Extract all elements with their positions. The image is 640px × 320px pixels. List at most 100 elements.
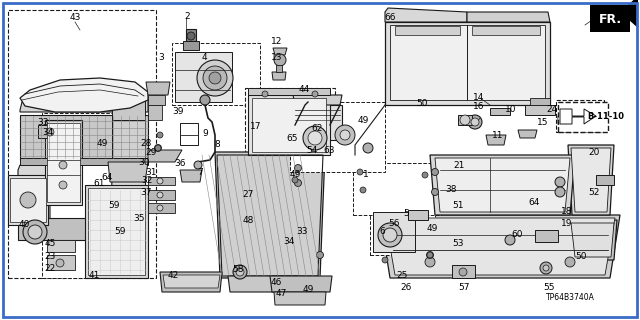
Circle shape [382, 257, 388, 263]
FancyBboxPatch shape [556, 100, 604, 132]
FancyBboxPatch shape [8, 10, 156, 278]
Circle shape [340, 130, 350, 140]
Text: 6: 6 [380, 227, 385, 236]
Polygon shape [385, 22, 550, 105]
Text: 49: 49 [303, 285, 314, 294]
Polygon shape [385, 218, 615, 275]
Text: 37: 37 [140, 188, 152, 197]
Circle shape [292, 177, 298, 183]
Polygon shape [45, 120, 82, 205]
Circle shape [194, 161, 202, 169]
Text: 23: 23 [44, 252, 56, 261]
Text: 27: 27 [243, 190, 254, 199]
Circle shape [233, 265, 247, 279]
Circle shape [59, 181, 67, 189]
Text: 17: 17 [250, 122, 262, 131]
FancyBboxPatch shape [290, 102, 385, 172]
FancyBboxPatch shape [245, 88, 335, 158]
Text: 49: 49 [97, 139, 108, 148]
Circle shape [262, 91, 268, 97]
Polygon shape [38, 125, 62, 138]
Polygon shape [490, 108, 510, 115]
Circle shape [294, 180, 301, 187]
Text: 3: 3 [159, 53, 164, 62]
Polygon shape [452, 265, 475, 278]
Text: 26: 26 [401, 283, 412, 292]
Polygon shape [272, 72, 286, 80]
Polygon shape [486, 135, 506, 145]
Circle shape [422, 172, 428, 178]
Polygon shape [18, 165, 50, 220]
Text: 41: 41 [89, 271, 100, 280]
Circle shape [555, 177, 565, 187]
Polygon shape [435, 158, 570, 212]
Text: 62: 62 [311, 124, 323, 133]
Polygon shape [186, 29, 196, 41]
Text: 7: 7 [197, 168, 202, 177]
Circle shape [157, 192, 163, 198]
Circle shape [157, 132, 163, 138]
Polygon shape [596, 175, 614, 185]
Text: 35: 35 [134, 214, 145, 223]
FancyBboxPatch shape [370, 205, 435, 255]
Polygon shape [252, 98, 326, 152]
Text: 34: 34 [42, 128, 54, 137]
Circle shape [425, 257, 435, 267]
Polygon shape [228, 276, 300, 292]
Circle shape [312, 91, 318, 97]
Text: 45: 45 [44, 239, 56, 248]
Text: 55: 55 [543, 283, 555, 292]
Polygon shape [248, 95, 330, 155]
Polygon shape [472, 26, 540, 35]
Text: 63: 63 [324, 146, 335, 155]
Circle shape [236, 268, 244, 276]
Circle shape [431, 169, 438, 175]
Text: 13: 13 [271, 53, 282, 62]
Circle shape [274, 54, 286, 66]
Circle shape [505, 235, 515, 245]
Circle shape [357, 169, 363, 175]
Circle shape [56, 259, 64, 267]
Text: 14: 14 [473, 93, 484, 102]
Text: 31: 31 [145, 168, 157, 177]
Circle shape [20, 192, 36, 208]
Text: 36: 36 [175, 159, 186, 168]
Text: 50: 50 [417, 99, 428, 108]
Polygon shape [215, 152, 325, 278]
Circle shape [157, 178, 163, 184]
Polygon shape [85, 185, 148, 278]
Polygon shape [148, 177, 175, 185]
Polygon shape [385, 8, 467, 22]
Polygon shape [148, 95, 165, 105]
Circle shape [540, 262, 552, 274]
Text: 43: 43 [70, 13, 81, 22]
Text: 48: 48 [243, 216, 254, 225]
Text: 50: 50 [575, 252, 587, 261]
Text: 16: 16 [473, 102, 484, 111]
Text: 49: 49 [426, 224, 438, 233]
Text: 61: 61 [93, 179, 105, 188]
Text: 9: 9 [202, 129, 207, 138]
FancyBboxPatch shape [172, 43, 260, 105]
Polygon shape [467, 12, 550, 22]
Circle shape [303, 126, 327, 150]
Polygon shape [408, 210, 428, 220]
Circle shape [383, 228, 397, 242]
Circle shape [378, 223, 402, 247]
Circle shape [200, 95, 210, 105]
Circle shape [155, 145, 161, 151]
Circle shape [363, 143, 373, 153]
Text: 21: 21 [454, 161, 465, 170]
Polygon shape [274, 292, 326, 305]
Polygon shape [525, 105, 555, 115]
Text: 64: 64 [102, 173, 113, 182]
Text: 8: 8 [215, 140, 220, 149]
Polygon shape [110, 165, 145, 220]
Polygon shape [47, 240, 75, 252]
Polygon shape [112, 95, 145, 120]
Text: 49: 49 [358, 116, 369, 125]
Text: 30: 30 [138, 158, 150, 167]
Circle shape [209, 72, 221, 84]
Text: 58: 58 [232, 265, 244, 274]
Text: 49: 49 [290, 170, 301, 179]
